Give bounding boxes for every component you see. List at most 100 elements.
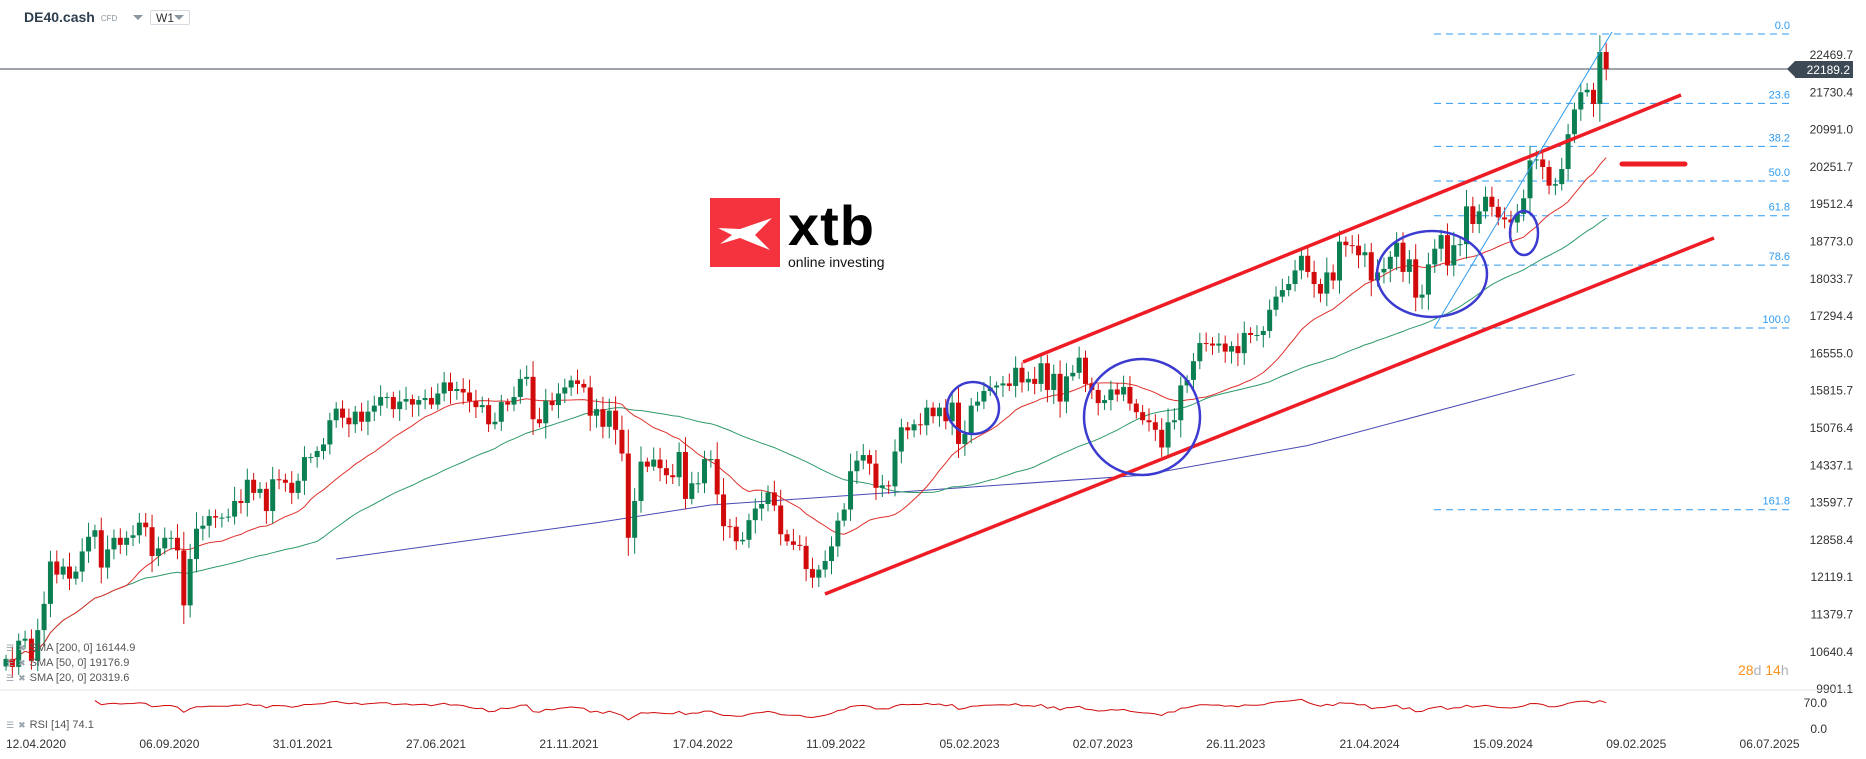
- fib-trend-line[interactable]: [1433, 31, 1613, 329]
- close-icon[interactable]: ✖: [18, 658, 26, 668]
- logo-tagline: online investing: [788, 254, 885, 270]
- candle-body: [1121, 386, 1127, 395]
- candle-body: [162, 537, 168, 549]
- candle-body: [378, 397, 384, 406]
- x-mark-icon: [718, 218, 772, 250]
- date-tick-label: 02.07.2023: [1073, 737, 1133, 751]
- candle-body: [86, 536, 92, 552]
- candle-body: [1540, 159, 1546, 167]
- menu-icon[interactable]: ☰: [6, 658, 15, 668]
- timeframe-select[interactable]: W1: [150, 10, 190, 25]
- menu-icon[interactable]: ☰: [6, 643, 15, 653]
- candle-body: [860, 455, 866, 461]
- current-price-label: 22189.2: [1787, 61, 1853, 78]
- candle-body: [524, 376, 530, 379]
- candle-body: [1267, 309, 1273, 331]
- menu-icon[interactable]: ☰: [6, 673, 15, 683]
- candle-body: [1216, 343, 1222, 346]
- date-tick-label: 15.09.2024: [1473, 737, 1533, 751]
- symbol-name: DE40.cash: [24, 9, 95, 25]
- close-icon[interactable]: ✖: [18, 720, 26, 730]
- candle-body: [155, 548, 161, 556]
- legend-label: SMA [20, 0] 20319.6: [29, 672, 130, 684]
- candle-body: [879, 485, 885, 488]
- candle-body: [257, 488, 263, 493]
- symbol-selector[interactable]: DE40.cash CFD: [24, 9, 144, 25]
- candle-body: [263, 488, 269, 512]
- candle-body: [1546, 166, 1552, 186]
- legend-sma200[interactable]: ☰ ✖ SMA [200, 0] 16144.9: [6, 641, 135, 655]
- candle-body: [1184, 379, 1190, 386]
- candle-body: [321, 444, 326, 452]
- candle-body: [765, 492, 771, 504]
- highlight-circle[interactable]: [1508, 209, 1540, 257]
- candle-body: [498, 402, 504, 422]
- candle-body: [1108, 389, 1114, 401]
- candle-body: [689, 483, 695, 499]
- candle-body: [1038, 363, 1044, 384]
- candle-body: [473, 401, 479, 408]
- candle-body: [555, 393, 561, 406]
- candle-body: [949, 402, 955, 422]
- candle-body: [1413, 259, 1419, 298]
- lower-trendline[interactable]: [824, 236, 1715, 596]
- candle-body: [213, 516, 219, 518]
- candle-body: [41, 603, 47, 631]
- candle-body: [1076, 357, 1082, 373]
- candle-body: [663, 468, 669, 476]
- candle-body: [1140, 412, 1146, 421]
- candle-body: [1521, 198, 1527, 214]
- candle-body: [841, 509, 847, 521]
- candle-body: [403, 399, 409, 402]
- close-icon[interactable]: ✖: [18, 643, 26, 653]
- candle-body: [1178, 385, 1184, 421]
- candle-body: [740, 539, 746, 542]
- rsi-line: [94, 698, 1607, 721]
- candle-body: [1197, 343, 1203, 362]
- candle-body: [587, 387, 593, 416]
- candle-body: [746, 520, 752, 540]
- candle-body: [1362, 252, 1368, 256]
- candle-body: [1317, 284, 1323, 294]
- highlight-circle[interactable]: [945, 380, 1001, 436]
- candle-body: [1083, 357, 1088, 384]
- candle-body: [962, 433, 968, 444]
- fib-level-label: 0.0: [1775, 20, 1790, 32]
- candle-body: [1571, 109, 1577, 135]
- highlight-circle[interactable]: [1375, 229, 1489, 319]
- legend-rsi[interactable]: ☰ ✖ RSI [14] 74.1: [6, 718, 94, 732]
- candle-body: [340, 408, 346, 418]
- candle-body: [98, 530, 104, 568]
- close-icon[interactable]: ✖: [18, 673, 26, 683]
- candle-body: [1419, 294, 1425, 298]
- xtb-logo: xtb online investing: [710, 198, 885, 270]
- time-axis[interactable]: 12.04.2020 06.09.2020 31.01.2021 27.06.2021…: [6, 737, 1800, 751]
- highlight-circle[interactable]: [1082, 357, 1202, 477]
- candle-body: [562, 387, 568, 394]
- fib-level-label: 161.8: [1762, 496, 1790, 508]
- fibonacci-retracement[interactable]: 0.0 23.6 38.2 50.0 61.8 78.6 100.0 161.8: [1434, 20, 1793, 511]
- candle-body: [702, 459, 707, 484]
- candle-body: [581, 383, 587, 388]
- candle-body: [981, 390, 987, 402]
- menu-icon[interactable]: ☰: [6, 720, 15, 730]
- price-axis[interactable]: 22469.7 21730.4 20991.0 20251.7 19512.4 18773…: [1810, 48, 1854, 696]
- legend-sma50[interactable]: ☰ ✖ SMA [50, 0] 19176.9: [6, 656, 129, 670]
- legend-sma20[interactable]: ☰ ✖ SMA [20, 0] 20319.6: [6, 671, 129, 685]
- candle-body: [867, 455, 873, 464]
- candle-body: [289, 482, 295, 493]
- upper-trendline[interactable]: [1022, 93, 1682, 364]
- candle-body: [73, 571, 79, 579]
- candle-body: [676, 452, 682, 478]
- candle-body: [835, 520, 841, 547]
- candle-body: [975, 401, 981, 406]
- candle-body: [22, 638, 28, 641]
- price-tick-label: 9901.1: [1816, 682, 1853, 696]
- candle-body: [428, 398, 434, 405]
- candle-body: [225, 516, 231, 518]
- chevron-down-icon[interactable]: [133, 14, 144, 20]
- candle-body: [47, 561, 53, 604]
- candle-body: [92, 530, 98, 537]
- price-tick-label: 16555.0: [1810, 346, 1854, 360]
